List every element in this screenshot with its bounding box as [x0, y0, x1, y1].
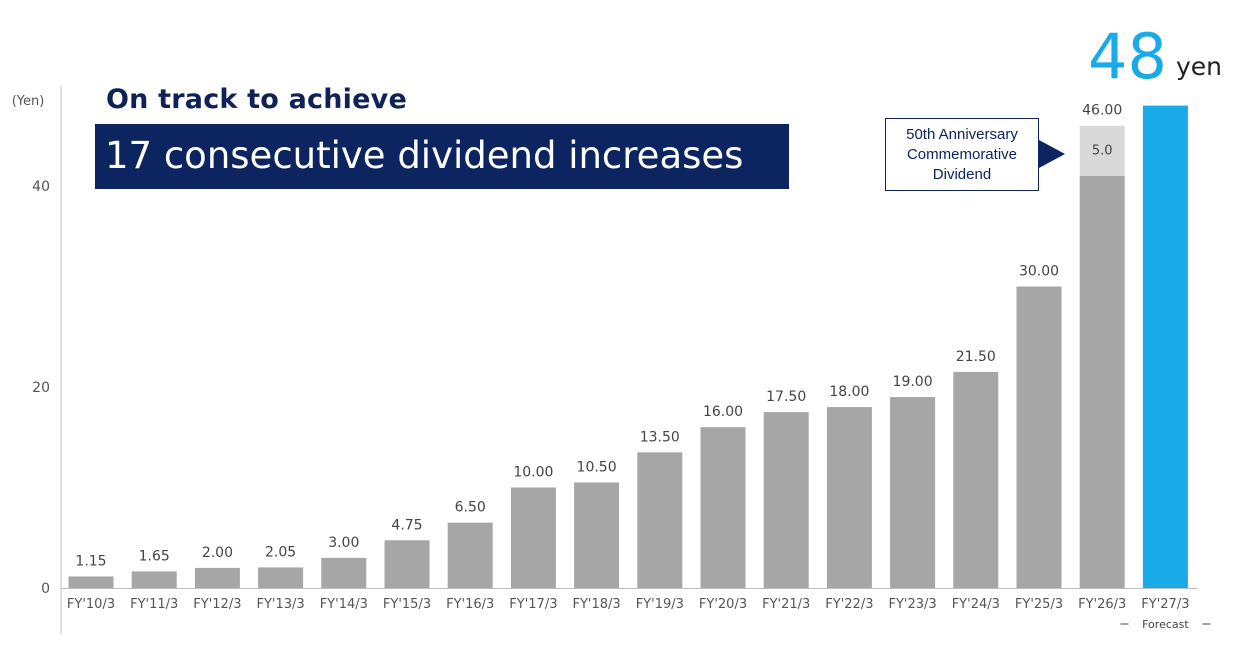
bar-value-label: 10.00 [513, 465, 553, 481]
bar-commemorative-segment [1079, 125, 1125, 176]
bar [447, 522, 493, 588]
bar-value-label: 1.15 [75, 553, 106, 569]
bar-forecast [1142, 105, 1188, 588]
x-tick-label: FY'17/3 [509, 597, 557, 612]
y-tick-label: 40 [32, 179, 50, 195]
bar [700, 427, 746, 588]
x-tick-label: FY'20/3 [699, 597, 747, 612]
bar [574, 482, 620, 588]
bar [68, 576, 114, 588]
anniversary-callout: 50th Anniversary Commemorative Dividend [885, 118, 1039, 191]
x-tick-label: FY'16/3 [446, 597, 494, 612]
x-tick-label: FY'10/3 [67, 597, 115, 612]
category-labels: FY'10/3 FY'11/3 FY'12/3 FY'13/3 FY'14/3 FY'15… [67, 597, 1190, 612]
forecast-dividend-value: 48 [1088, 20, 1167, 93]
bar [131, 571, 177, 588]
x-tick-label: FY'24/3 [952, 597, 1000, 612]
bar-value-label: 17.50 [766, 389, 806, 405]
bar [890, 397, 936, 588]
bar-value-label: 2.00 [202, 545, 233, 561]
bar [194, 567, 240, 588]
headline-subtitle: On track to achieve [106, 84, 407, 115]
bar [384, 540, 430, 588]
value-labels: 1.15 1.65 2.00 2.05 3.00 4.75 6.50 10.00 10.50 13… [75, 103, 1122, 570]
bar-value-label: 13.50 [640, 429, 680, 445]
bar-value-label: 30.00 [1019, 264, 1059, 280]
bar-value-label: 6.50 [455, 500, 486, 516]
x-tick-label: FY'11/3 [130, 597, 178, 612]
anniversary-callout-text: 50th Anniversary Commemorative Dividend [906, 125, 1018, 183]
x-tick-label: FY'25/3 [1015, 597, 1063, 612]
forecast-marker: Forecast [1120, 618, 1211, 631]
x-tick-label: FY'27/3 [1141, 597, 1189, 612]
x-tick-label: FY'18/3 [573, 597, 621, 612]
bar-value-label: 21.50 [956, 349, 996, 365]
y-axis-unit: (Yen) [12, 94, 45, 109]
bar [637, 452, 683, 588]
x-tick-label: FY'21/3 [762, 597, 810, 612]
x-tick-label: FY'13/3 [257, 597, 305, 612]
forecast-label: Forecast [1142, 618, 1189, 631]
bar [1016, 286, 1062, 588]
bar [763, 412, 809, 588]
headline-title: 17 consecutive dividend increases [105, 134, 744, 177]
bar-value-label: 46.00 [1082, 103, 1122, 119]
x-tick-label: FY'26/3 [1078, 597, 1126, 612]
bar [826, 407, 872, 588]
bar-value-label: 4.75 [391, 517, 422, 533]
x-tick-label: FY'15/3 [383, 597, 431, 612]
callout-arrow-icon [1039, 140, 1065, 168]
bar-value-label: 19.00 [893, 374, 933, 390]
bar-value-label: 10.50 [577, 459, 617, 475]
bar-value-label: 18.00 [829, 384, 869, 400]
bar [953, 371, 999, 588]
forecast-dividend-unit: yen [1176, 52, 1223, 81]
bar [1079, 175, 1125, 588]
x-tick-label: FY'14/3 [320, 597, 368, 612]
y-tick-label: 20 [32, 380, 50, 396]
bar-value-label: 3.00 [328, 535, 359, 551]
headline-banner: 17 consecutive dividend increases [95, 124, 789, 189]
x-tick-label: FY'12/3 [193, 597, 241, 612]
x-tick-label: FY'22/3 [825, 597, 873, 612]
bar-value-label: 16.00 [703, 404, 743, 420]
bar-value-label: 2.05 [265, 544, 296, 560]
commemorative-segment-label: 5.0 [1092, 144, 1113, 159]
y-tick-label: 0 [41, 581, 50, 597]
bar-value-label: 1.65 [139, 548, 170, 564]
bar [510, 487, 556, 588]
bar [321, 557, 367, 588]
bar [258, 567, 304, 588]
x-tick-label: FY'19/3 [636, 597, 684, 612]
x-tick-label: FY'23/3 [889, 597, 937, 612]
y-ticks: 0 20 40 [32, 179, 50, 597]
bars [68, 105, 1188, 588]
